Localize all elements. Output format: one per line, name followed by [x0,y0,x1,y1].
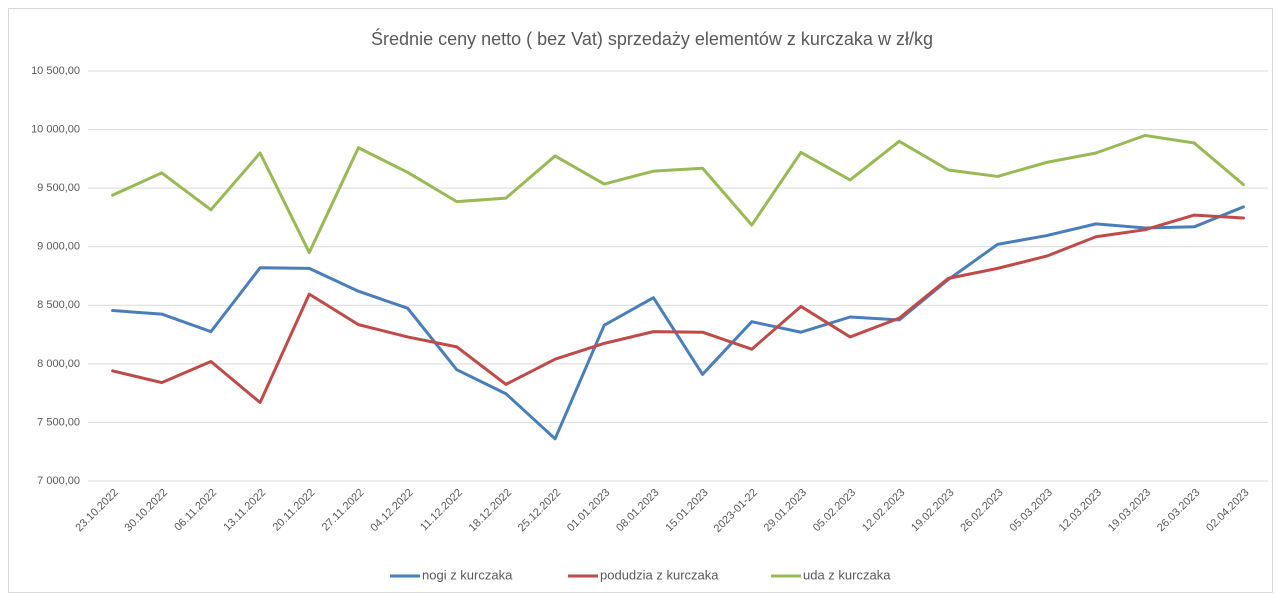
y-tick-label: 8 500,00 [37,299,80,311]
y-tick-label: 7 500,00 [37,416,80,428]
line-series [111,133,1245,255]
y-tick-label: 8 000,00 [37,358,80,370]
chart-border [8,8,1273,593]
y-tick-label: 10 000,00 [31,123,80,135]
y-tick-label: 9 000,00 [37,241,80,253]
y-tick-label: 7 000,00 [37,475,80,487]
y-tick-label: 10 500,00 [31,65,80,77]
chart-title: Średnie ceny netto ( bez Vat) sprzedaży … [371,28,933,49]
legend-label: podudzia z kurczaka [600,567,719,582]
legend-label: nogi z kurczaka [422,567,513,582]
line-series [111,213,1245,405]
y-tick-label: 9 500,00 [37,182,80,194]
legend-label: uda z kurczaka [803,567,891,582]
line-series [111,205,1245,441]
